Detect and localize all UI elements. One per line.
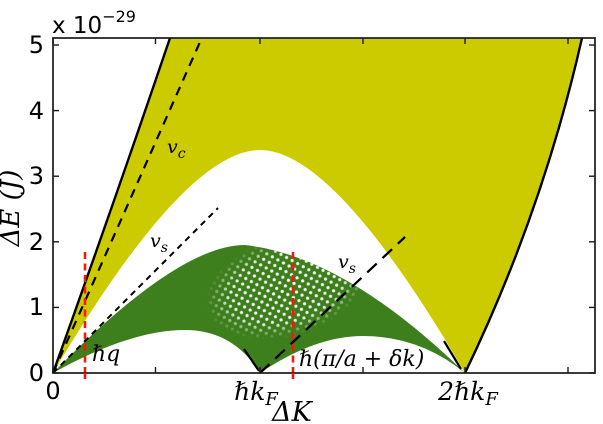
- y-tick-label-2-text: 2: [29, 228, 44, 256]
- y-tick-label-0-text: 0: [29, 359, 44, 387]
- y-tick-label-1-text: 1: [29, 293, 44, 321]
- x-tick-label-hkF: ℏkF: [234, 377, 279, 410]
- vs-label-2-text: s: [349, 261, 356, 277]
- y-scale-exponent: x 10−29: [52, 7, 136, 39]
- vc-label-text: c: [178, 146, 186, 162]
- charge-right-boundary-line: [463, 37, 584, 374]
- vs-shifted-velocity-line: [259, 236, 406, 374]
- vs-label-1: vs: [150, 230, 168, 256]
- plot-frame: [52, 37, 596, 374]
- charge-continuum-region: [53, 38, 582, 373]
- y-axis-title: ΔE (J): [0, 170, 26, 248]
- x-axis-title: ΔK: [271, 397, 313, 424]
- arch-edge-dash: [443, 340, 462, 370]
- x-axis-title-text: ΔK: [271, 397, 313, 424]
- y-tick-label-4: 4: [29, 97, 44, 125]
- x-tick-label-hkF-text: F: [264, 389, 279, 410]
- x-tick-label-2hkF-text: F: [484, 389, 499, 410]
- vs-shifted-tail-dash: [243, 348, 260, 372]
- x-tick-label-2hkF-text: 2ℏk: [437, 377, 485, 406]
- vc-label: vc: [167, 136, 186, 162]
- vs-label-2-text: v: [338, 251, 349, 273]
- y-scale-exponent-text: x 10: [52, 13, 102, 39]
- vc-velocity-line: [51, 41, 202, 374]
- y-tick-label-2: 2: [29, 228, 44, 256]
- vs-label-2: vs: [338, 251, 356, 277]
- y-tick-label-1: 1: [29, 293, 44, 321]
- hq-label: ℏq: [92, 342, 120, 367]
- x-tick-label-2hkF: 2ℏkF: [437, 377, 499, 410]
- vs-label-1-text: s: [161, 240, 168, 256]
- y-axis-title-text: ΔE (J): [0, 170, 26, 248]
- y-tick-label-5: 5: [29, 31, 44, 59]
- plot-shapes-layer: [51, 37, 584, 379]
- x-tick-label-0: 0: [45, 377, 60, 405]
- y-scale-exponent-text: −29: [102, 7, 136, 26]
- charge-left-boundary-line: [51, 37, 172, 374]
- y-tick-label-4-text: 4: [29, 97, 44, 125]
- vs-velocity-line: [52, 207, 219, 374]
- vc-label-text: v: [167, 136, 178, 158]
- x-tick-label-hkF-text: ℏk: [234, 377, 265, 406]
- y-tick-label-5-text: 5: [29, 31, 44, 59]
- y-tick-label-0: 0: [29, 359, 44, 387]
- y-tick-label-3-text: 3: [29, 162, 44, 190]
- y-tick-label-3: 3: [29, 162, 44, 190]
- vs-label-1-text: v: [150, 230, 161, 252]
- axes-frame-layer: [52, 37, 596, 379]
- hq-label-text: ℏq: [92, 342, 120, 367]
- zone-boundary-label-text: ℏ(π/a + δk): [299, 347, 424, 372]
- x-tick-label-0-text: 0: [45, 377, 60, 405]
- zone-boundary-label: ℏ(π/a + δk): [299, 347, 424, 372]
